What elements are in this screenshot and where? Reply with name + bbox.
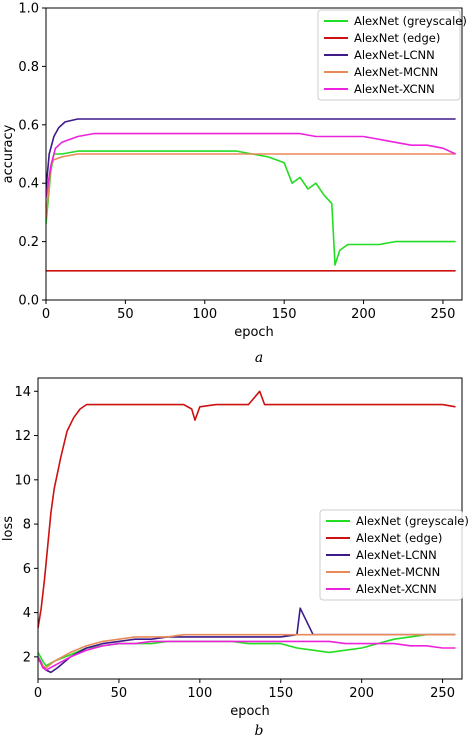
legend-label: AlexNet-LCNN [356,548,437,562]
x-tick-label: 0 [34,686,42,701]
x-axis-label: epoch [230,704,270,719]
x-axis-label: epoch [234,325,274,340]
x-tick-label: 200 [351,307,376,322]
x-tick-label: 50 [111,686,128,701]
x-tick-label: 100 [192,307,217,322]
series-line-4 [38,640,456,671]
caption-b: b [255,723,264,739]
series-line-1 [38,390,456,629]
series-line-3 [38,633,456,669]
caption-a: a [255,350,263,366]
legend-label: AlexNet-MCNN [354,65,438,79]
y-tick-label: 0.8 [18,60,39,75]
series-line-0 [46,150,456,266]
y-axis-label: loss [1,516,16,541]
axes-frame [45,7,463,301]
y-axis-label: accuracy [1,124,16,183]
loss-chart: 0 50 100 150 200 250 2 4 6 8 10 12 14 epoch loss AlexNe… [1,377,469,739]
x-tick-label: 150 [272,307,297,322]
y-tick-label: 0.4 [18,177,39,192]
x-tick-label: 250 [431,307,456,322]
y-tick-label: 0.2 [18,235,39,250]
legend-box [317,9,461,101]
y-tick-label: 0.6 [18,118,39,133]
x-tick-label: 250 [430,686,455,701]
legend-label: AlexNet-XCNN [356,582,437,596]
legend-label: AlexNet-MCNN [356,565,440,579]
legend-label: AlexNet (greyscale) [354,14,467,28]
legend-label: AlexNet (greyscale) [356,514,469,528]
legend-label: AlexNet (edge) [356,531,442,545]
legend-label: AlexNet-XCNN [354,82,435,96]
accuracy-chart: 0 50 100 150 200 250 0.0 0.2 0.4 0.6 0.8 1.0 epoch ac… [1,2,467,367]
x-tick-label: 50 [117,307,134,322]
y-tick-label: 8 [23,518,31,533]
series-line-0 [38,633,456,667]
x-tick-label: 100 [187,686,212,701]
y-tick-label: 10 [14,473,31,488]
series-line-4 [46,132,456,198]
legend: AlexNet (greyscale) AlexNet (edge) AlexNet… [319,509,469,601]
legend-label: AlexNet (edge) [354,31,440,45]
y-tick-label: 2 [23,650,31,665]
x-tick-label: 0 [42,307,50,322]
y-tick-label: 12 [14,429,31,444]
y-tick-label: 0.0 [18,294,39,309]
plot-area: 0 50 100 150 200 250 2 4 6 8 10 12 14 epoch loss AlexNe… [1,377,469,719]
x-tick-label: 150 [268,686,293,701]
y-tick-label: 14 [14,385,31,400]
x-tick-label: 200 [349,686,374,701]
legend-box [319,509,463,601]
y-tick-label: 1.0 [18,2,39,17]
y-tick-label: 4 [23,606,31,621]
legend-label: AlexNet-LCNN [354,48,435,62]
legend: AlexNet (greyscale) AlexNet (edge) AlexNet… [317,9,467,101]
series-line-3 [46,153,456,219]
plot-area: 0 50 100 150 200 250 0.0 0.2 0.4 0.6 0.8 1.0 epoch ac… [1,2,467,341]
series-line-2 [46,118,456,190]
y-tick-label: 6 [23,562,31,577]
